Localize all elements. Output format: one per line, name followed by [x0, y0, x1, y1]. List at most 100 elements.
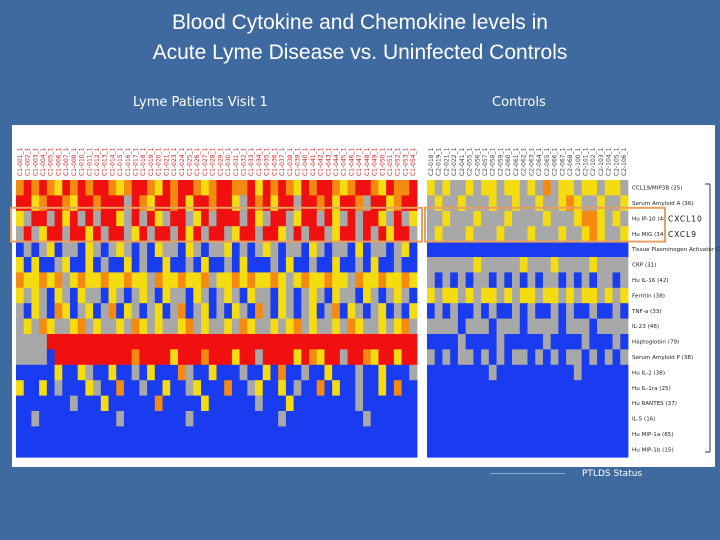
- control-cell: [496, 441, 505, 458]
- lyme-cell: [386, 426, 395, 443]
- control-cell: [427, 241, 436, 258]
- control-cell: [527, 441, 536, 458]
- lyme-cell: [301, 411, 310, 427]
- lyme-cell: [147, 287, 156, 304]
- control-cell: [566, 180, 575, 196]
- lyme-cell: [247, 395, 256, 412]
- control-cell: [481, 395, 490, 412]
- control-cell: [558, 334, 567, 350]
- lyme-cell: [208, 349, 217, 366]
- lyme-cell: [339, 195, 348, 212]
- lyme-cell: [386, 318, 395, 335]
- lyme-cell: [108, 334, 117, 350]
- lyme-cell: [46, 334, 55, 350]
- lyme-cell: [201, 334, 210, 350]
- lyme-cell: [401, 334, 410, 350]
- lyme-cell: [147, 195, 156, 212]
- lyme-cell: [208, 180, 217, 196]
- lyme-cell: [100, 426, 109, 443]
- row-label: Hu RANTES (37): [632, 401, 677, 407]
- lyme-cell: [409, 272, 418, 289]
- control-cell: [519, 426, 528, 443]
- control-cell: [496, 303, 505, 319]
- lyme-cell: [85, 334, 94, 350]
- control-cell: [434, 395, 443, 412]
- control-cell: [597, 334, 606, 350]
- lyme-cell: [231, 349, 241, 366]
- lyme-cell: [46, 349, 55, 366]
- lyme-cell: [139, 210, 148, 227]
- control-cell: [612, 349, 621, 366]
- lyme-cell: [77, 318, 86, 335]
- lyme-cell: [170, 380, 179, 396]
- control-cell: [589, 364, 598, 381]
- lyme-cell: [247, 441, 256, 458]
- lyme-cell: [139, 180, 148, 196]
- lyme-cell: [39, 395, 48, 412]
- control-cell: [488, 411, 497, 427]
- control-cell: [481, 180, 490, 196]
- lyme-cell: [285, 287, 295, 304]
- row-label: CRP (31): [632, 263, 656, 269]
- control-cell: [558, 395, 567, 412]
- lyme-cell: [401, 349, 410, 366]
- lyme-cell: [309, 349, 318, 366]
- lyme-cell: [278, 441, 287, 458]
- lyme-cell: [378, 241, 387, 258]
- control-cell: [597, 257, 606, 273]
- control-cell: [581, 334, 590, 350]
- lyme-cell: [147, 334, 156, 350]
- lyme-cell: [170, 318, 179, 335]
- lyme-cell: [285, 318, 295, 335]
- lyme-cell: [162, 318, 171, 335]
- lyme-cell: [393, 210, 402, 227]
- control-cell: [620, 441, 629, 458]
- lyme-cell: [301, 395, 310, 412]
- lyme-cell: [255, 318, 264, 335]
- lyme-cell: [355, 318, 364, 335]
- control-cell: [512, 364, 521, 381]
- lyme-cell: [100, 349, 109, 366]
- control-cell: [597, 195, 606, 212]
- control-cell: [465, 380, 474, 396]
- control-cell: [527, 411, 536, 427]
- lyme-cell: [185, 303, 194, 319]
- lyme-column-label: C1-018_1: [140, 147, 147, 176]
- lyme-column-label: C1-025_1: [187, 147, 194, 176]
- control-cell: [527, 395, 536, 412]
- control-cell: [450, 272, 459, 289]
- control-cell: [473, 226, 482, 242]
- lyme-cell: [239, 241, 248, 258]
- control-cell: [612, 287, 621, 304]
- lyme-cell: [201, 257, 210, 273]
- lyme-cell: [293, 349, 302, 366]
- lyme-cell: [301, 257, 310, 273]
- lyme-cell: [108, 287, 117, 304]
- lyme-column-label: C1-051_1: [387, 147, 394, 176]
- lyme-cell: [116, 180, 125, 196]
- lyme-cell: [139, 241, 148, 258]
- lyme-cell: [386, 257, 395, 273]
- lyme-cell: [216, 380, 225, 396]
- lyme-cell: [162, 257, 171, 273]
- lyme-cell: [100, 380, 109, 396]
- lyme-cell: [370, 210, 379, 227]
- lyme-cell: [193, 395, 202, 412]
- lyme-cell: [278, 426, 287, 443]
- lyme-cell: [170, 180, 179, 196]
- lyme-cell: [270, 303, 279, 319]
- control-cell: [612, 195, 621, 212]
- lyme-cell: [23, 380, 32, 396]
- lyme-cell: [116, 241, 125, 258]
- lyme-cell: [23, 287, 32, 304]
- lyme-cell: [270, 395, 279, 412]
- lyme-cell: [62, 210, 71, 227]
- control-cell: [519, 195, 528, 212]
- control-cell: [473, 195, 482, 212]
- lyme-column-label: C1-011_1: [86, 147, 93, 176]
- control-cell: [512, 349, 521, 366]
- control-column-label: C2-022_1: [451, 147, 458, 176]
- lyme-cell: [285, 257, 295, 273]
- lyme-cell: [69, 210, 79, 227]
- lyme-cell: [208, 287, 217, 304]
